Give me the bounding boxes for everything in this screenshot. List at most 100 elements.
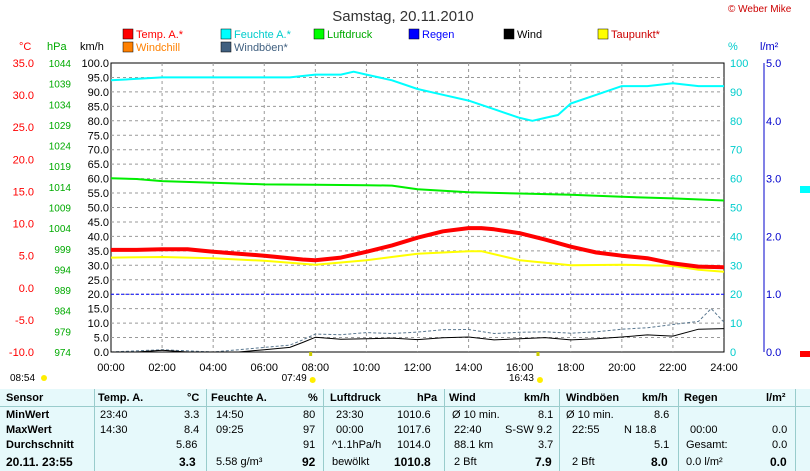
pressure-tick-label: 1024 bbox=[49, 142, 72, 153]
sunrise-label: 07:49 bbox=[282, 373, 307, 384]
max-gust-time: 22:55 bbox=[572, 424, 600, 436]
sun-icon bbox=[309, 377, 316, 383]
x-tick-label: 20:00 bbox=[608, 362, 636, 374]
legend-label: Regen bbox=[422, 29, 454, 41]
series-line-wind bbox=[111, 328, 725, 353]
min-temp-value: 3.3 bbox=[184, 409, 200, 421]
x-tick-label: 12:00 bbox=[404, 362, 432, 374]
legend-swatch bbox=[122, 41, 134, 53]
wind-tick-label: 10.0 bbox=[88, 318, 109, 330]
header-temp: Temp. A. bbox=[98, 392, 144, 404]
avg-press-trend: ^1.1hPa/h bbox=[332, 439, 382, 451]
pressure-tick-label: 1029 bbox=[49, 121, 72, 132]
avg-rain-label: Gesamt: bbox=[686, 439, 728, 451]
min-temp-time: 23:40 bbox=[100, 409, 128, 421]
header-rain-unit: l/m² bbox=[766, 392, 786, 404]
header-sensor: Sensor bbox=[6, 392, 44, 404]
now-rain-value: 0.0 bbox=[770, 455, 787, 469]
legend-label: Wind bbox=[517, 29, 542, 41]
header-humidity-unit: % bbox=[308, 392, 318, 404]
x-tick-label: 04:00 bbox=[199, 362, 227, 374]
chart-legend: Temp. A.* Feuchte A.* Luftdruck Regen Wind Ta… bbox=[122, 28, 661, 54]
header-rain: Regen bbox=[684, 392, 718, 404]
legend-label: Windböen* bbox=[234, 42, 289, 54]
pressure-tick-label: 994 bbox=[54, 265, 71, 276]
wind-tick-label: 20.0 bbox=[88, 289, 109, 301]
legend-swatch bbox=[503, 28, 515, 40]
avg-wind-value: 3.7 bbox=[538, 439, 554, 451]
pressure-tick-label: 979 bbox=[54, 327, 71, 338]
legend-label: Temp. A.* bbox=[136, 29, 184, 41]
max-temp-value: 8.4 bbox=[184, 424, 200, 436]
temp-tick-label: 10.0 bbox=[13, 219, 34, 231]
humidity-tick-label: 60 bbox=[730, 174, 742, 186]
rain-tick-label: 3.0 bbox=[766, 174, 781, 186]
legend-swatch bbox=[220, 28, 232, 40]
max-press-time: 00:00 bbox=[336, 424, 364, 436]
chart-series bbox=[110, 70, 810, 357]
max-wind-time: 22:40 bbox=[454, 424, 482, 436]
legend-label: Windchill bbox=[136, 42, 180, 54]
max-rain-value: 0.0 bbox=[772, 424, 788, 436]
sunset-label: 16:43 bbox=[509, 373, 534, 384]
temp-tick-label: 25.0 bbox=[13, 122, 34, 134]
rain-tick-label: 0.0 bbox=[766, 347, 781, 359]
max-hum-time: 09:25 bbox=[216, 424, 244, 436]
chart-axes: 35.0 30.0 25.0 20.0 15.0 10.0 5.0 0.0 -5.0 -10.0 1… bbox=[9, 41, 781, 384]
header-pressure-unit: hPa bbox=[417, 392, 438, 404]
x-tick-label: 06:00 bbox=[250, 362, 278, 374]
temp-tick-label: 35.0 bbox=[13, 58, 34, 70]
wind-tick-label: 35.0 bbox=[88, 246, 109, 258]
min-wind-value: 8.1 bbox=[538, 409, 554, 421]
wind-tick-label: 70.0 bbox=[88, 145, 109, 157]
wind-tick-label: 0.0 bbox=[94, 347, 109, 359]
rain-tick-label: 2.0 bbox=[766, 231, 781, 243]
x-tick-label: 02:00 bbox=[148, 362, 176, 374]
now-hum-value: 92 bbox=[302, 455, 316, 469]
avg-wind-distance: 88.1 km bbox=[454, 439, 494, 451]
pressure-axis-unit: hPa bbox=[47, 41, 67, 53]
humidity-tick-label: 10 bbox=[730, 318, 742, 330]
min-wind-label: Ø 10 min. bbox=[452, 409, 500, 421]
pressure-tick-label: 1009 bbox=[49, 204, 72, 215]
avg-press-value: 1014.0 bbox=[397, 439, 431, 451]
pressure-tick-label: 989 bbox=[54, 286, 71, 297]
max-temp-time: 14:30 bbox=[100, 424, 128, 436]
humidity-tick-label: 50 bbox=[730, 203, 742, 215]
humidity-tick-label: 90 bbox=[730, 87, 742, 99]
legend-swatch bbox=[408, 28, 420, 40]
wind-tick-label: 80.0 bbox=[88, 116, 109, 128]
pressure-tick-label: 974 bbox=[54, 348, 71, 359]
pressure-tick-label: 999 bbox=[54, 245, 71, 256]
temp-tick-label: 30.0 bbox=[13, 90, 34, 102]
wind-tick-label: 95.0 bbox=[88, 72, 109, 84]
avg-rain-value: 0.0 bbox=[772, 439, 788, 451]
min-press-value: 1010.6 bbox=[397, 409, 431, 421]
rain-tick-label: 4.0 bbox=[766, 116, 781, 128]
x-tick-label: 22:00 bbox=[659, 362, 687, 374]
humidity-tick-label: 80 bbox=[730, 116, 742, 128]
wind-tick-label: 85.0 bbox=[88, 101, 109, 113]
edge-marker-temp bbox=[800, 351, 810, 357]
header-wind: Wind bbox=[449, 392, 476, 404]
pressure-tick-label: 1044 bbox=[49, 59, 72, 70]
pressure-tick-label: 1004 bbox=[49, 224, 72, 235]
chart-grid bbox=[110, 62, 725, 353]
wind-tick-label: 55.0 bbox=[88, 188, 109, 200]
now-press-state: bewölkt bbox=[332, 456, 370, 468]
now-temp-value: 3.3 bbox=[179, 455, 196, 469]
statistics-table: Sensor Temp. A. °C Feuchte A. % Luftdruc… bbox=[0, 389, 810, 471]
max-rain-time: 00:00 bbox=[690, 424, 718, 436]
now-gust-value: 8.0 bbox=[651, 455, 668, 469]
pressure-tick-label: 1014 bbox=[49, 183, 72, 194]
humidity-axis-unit: % bbox=[728, 41, 738, 53]
humidity-tick-label: 70 bbox=[730, 145, 742, 157]
min-gust-value: 8.6 bbox=[654, 409, 670, 421]
max-gust-value: N 18.8 bbox=[624, 424, 657, 436]
now-hum-absolute: 5.58 g/m³ bbox=[216, 456, 263, 468]
chart-title: Samstag, 20.11.2010 bbox=[332, 8, 474, 25]
row-max-label: MaxWert bbox=[6, 424, 52, 436]
avg-temp-value: 5.86 bbox=[176, 439, 198, 451]
humidity-tick-label: 30 bbox=[730, 260, 742, 272]
legend-label: Feuchte A.* bbox=[234, 29, 292, 41]
